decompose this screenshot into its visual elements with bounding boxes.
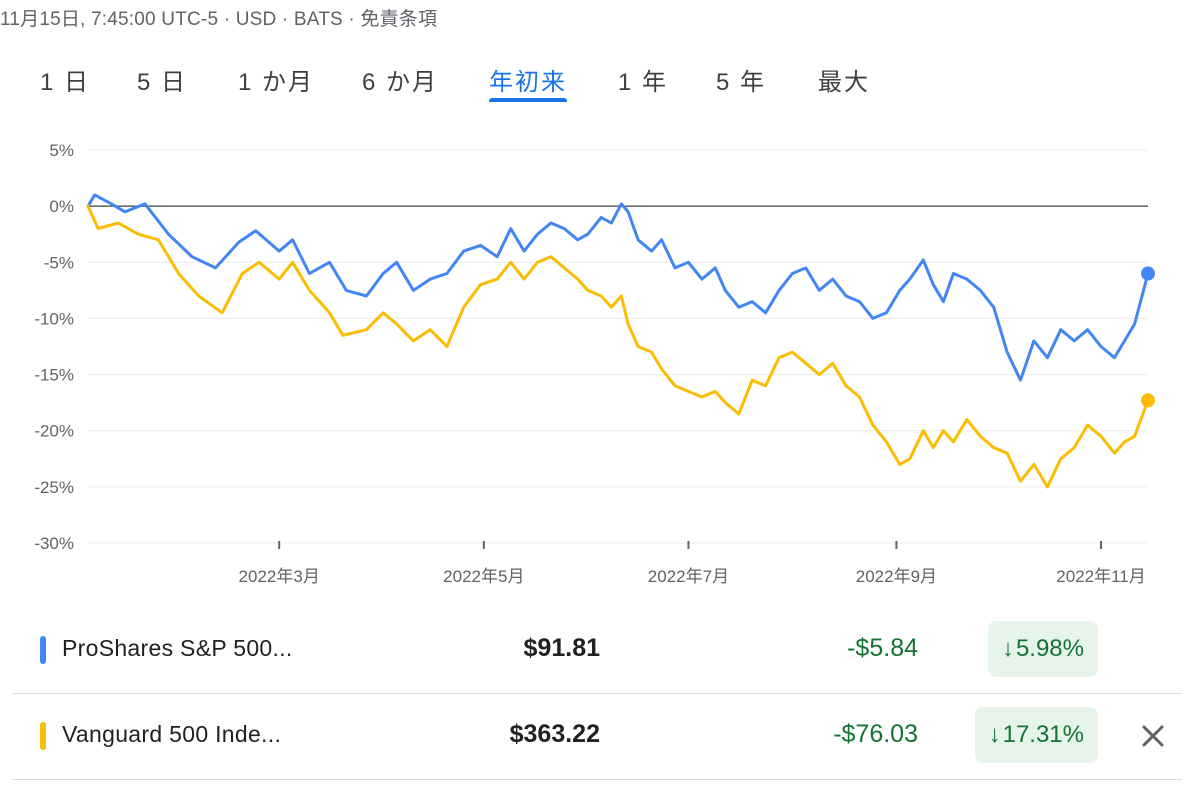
active-tab-indicator [489, 98, 567, 102]
x-tick-label: 2022年3月 [239, 567, 320, 586]
series-color-swatch [40, 636, 46, 664]
price-change: -$76.03 [833, 720, 918, 748]
comparison-row[interactable]: ProShares S&P 500... $91.81 -$5.84 ↓5.98… [12, 607, 1182, 694]
series-line-2 [86, 204, 1150, 489]
tab-6-months[interactable]: 6 か月 [362, 69, 439, 96]
y-tick-label: 5% [49, 141, 74, 160]
range-tabs: 1 日 5 日 1 か月 6 か月 年初来 1 年 5 年 最大 [0, 62, 1200, 106]
x-tick-label: 2022年7月 [648, 567, 729, 586]
security-name: ProShares S&P 500... [62, 635, 293, 661]
y-tick-label: -25% [34, 478, 74, 497]
x-tick-label: 2022年9月 [856, 567, 937, 586]
tab-1-month[interactable]: 1 か月 [238, 69, 315, 96]
series-line-1 [86, 193, 1150, 382]
security-name: Vanguard 500 Inde... [62, 721, 282, 747]
y-tick-label: 0% [49, 197, 74, 216]
series-end-marker-2 [1141, 393, 1155, 408]
tab-5-days[interactable]: 5 日 [137, 69, 188, 96]
percent-change-value: 5.98% [1015, 635, 1084, 662]
y-tick-label: -15% [34, 366, 74, 385]
security-price: $91.81 [523, 634, 600, 662]
remove-comparison-close-icon[interactable] [1138, 721, 1168, 751]
price-change: -$5.84 [847, 634, 918, 662]
tab-1-year[interactable]: 1 年 [618, 69, 669, 96]
tab-1-day[interactable]: 1 日 [40, 69, 91, 96]
series-end-marker-1 [1141, 266, 1155, 281]
percent-change-value: 17.31% [1002, 721, 1084, 748]
security-price: $363.22 [509, 720, 600, 748]
comparison-line-chart[interactable]: 5% 0% -5% -10% -15% -20% -25% -30% 2022年3月 2022年5… [0, 130, 1200, 590]
y-tick-label: -20% [34, 422, 74, 441]
y-tick-label: -5% [44, 253, 74, 272]
tab-5-years[interactable]: 5 年 [716, 69, 767, 96]
tab-max[interactable]: 最大 [818, 69, 870, 96]
down-arrow-icon: ↓ [1001, 635, 1014, 662]
down-arrow-icon: ↓ [988, 721, 1001, 748]
comparison-row[interactable]: Vanguard 500 Inde... $363.22 -$76.03 ↓17… [12, 693, 1182, 780]
tab-ytd[interactable]: 年初来 [489, 69, 567, 96]
series-color-swatch [40, 722, 46, 750]
quote-meta: 11月15日, 7:45:00 UTC-5 · USD · BATS · 免責条… [0, 9, 438, 30]
percent-change-badge: ↓5.98% [987, 621, 1098, 677]
x-tick-label: 2022年11月 [1056, 567, 1145, 586]
x-tick-label: 2022年5月 [443, 567, 524, 586]
y-tick-label: -30% [34, 534, 74, 553]
percent-change-badge: ↓17.31% [974, 707, 1098, 763]
y-tick-label: -10% [34, 309, 74, 328]
